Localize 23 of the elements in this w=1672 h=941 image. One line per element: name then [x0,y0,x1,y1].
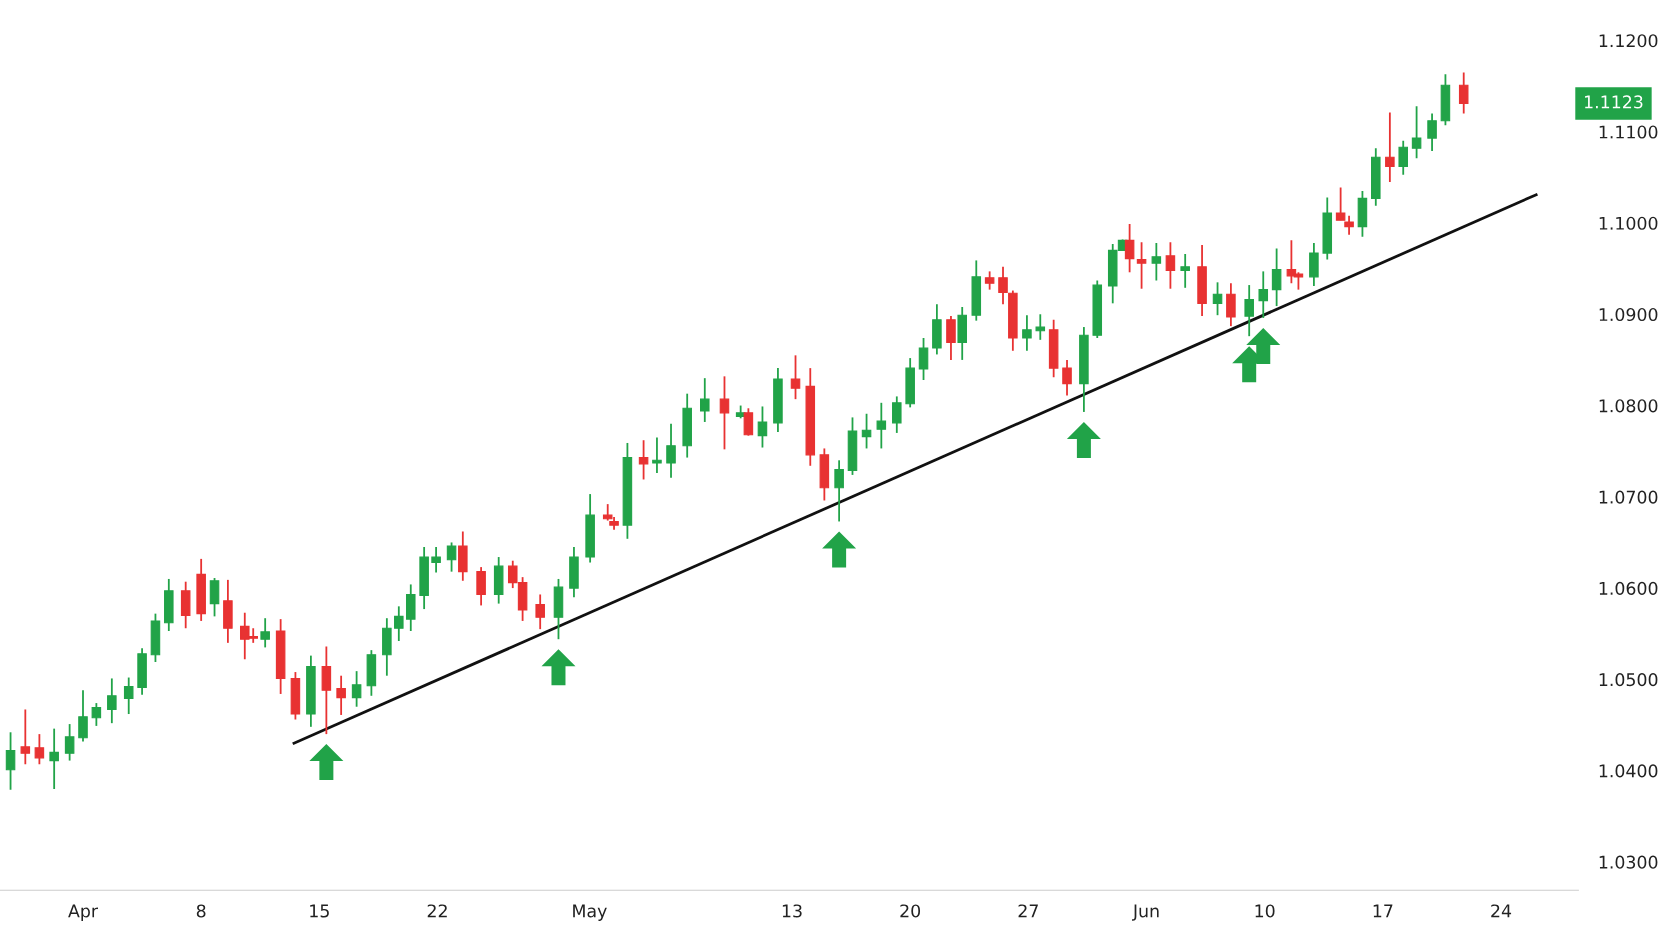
x-tick-label: 8 [196,904,206,918]
text: 1.1123 [1585,95,1643,109]
y-tick-label: 1.1000 [1599,216,1658,230]
x-tick-label: 10 [1255,904,1275,918]
x-tick-label: 27 [1018,904,1038,918]
y-tick-label: 1.1100 [1599,125,1658,139]
y-tick-label: 1.0500 [1599,673,1658,687]
y-tick-label: 1.1200 [1599,34,1658,48]
x-tick-label: 15 [310,904,329,918]
x-tick-label: 20 [900,904,921,918]
x-tick-label: Apr [68,904,99,921]
x-tick-label: 24 [1491,904,1512,918]
x-tick-label: 22 [427,904,447,918]
y-tick-label: 1.0800 [1599,399,1658,413]
y-tick-label: 1.0400 [1599,764,1658,778]
x-tick-label: 13 [782,904,802,918]
y-tick-label: 1.0700 [1599,490,1658,504]
x-tick-label: May [573,904,607,921]
y-tick-label: 1.0900 [1599,307,1658,322]
x-tick-label: 17 [1373,904,1393,918]
x-tick-label: Jun [1132,904,1159,921]
y-tick-label: 1.0300 [1599,855,1658,869]
y-tick-label: 1.0600 [1599,581,1658,595]
